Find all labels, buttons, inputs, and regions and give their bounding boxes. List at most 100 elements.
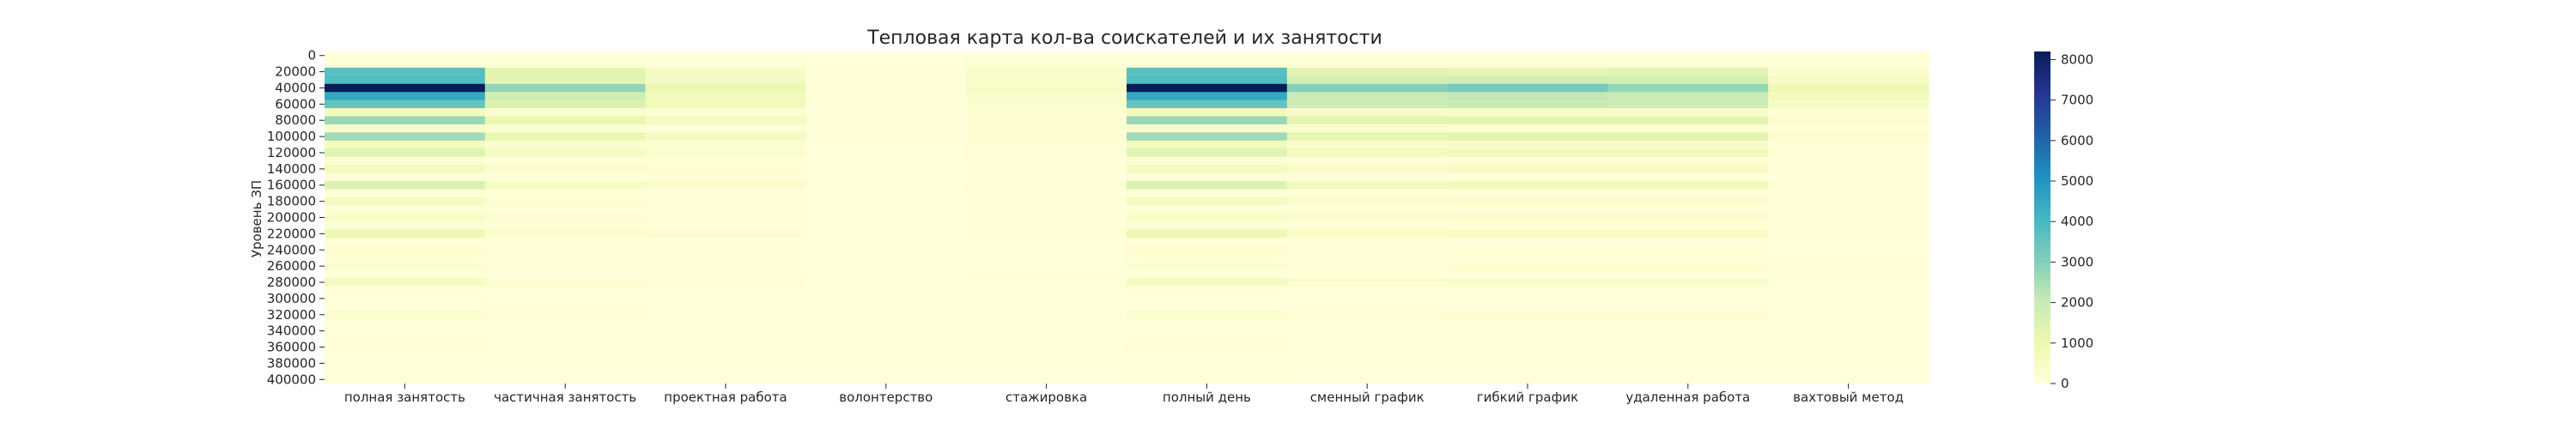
heatmap-cell: [484, 189, 647, 198]
heatmap-cell: [484, 351, 647, 360]
heatmap-cell: [325, 213, 486, 222]
heatmap-cell: [1447, 326, 1608, 335]
heatmap-cell: [645, 318, 806, 328]
heatmap-cell: [1607, 116, 1769, 125]
heatmap-cell: [484, 76, 647, 85]
y-tick-label: 60000: [275, 96, 316, 112]
heatmap-cell: [1607, 238, 1769, 247]
heatmap-cell: [484, 253, 647, 263]
heatmap-cell: [1127, 172, 1288, 182]
heatmap-cell: [1447, 205, 1608, 214]
heatmap-cell: [645, 100, 806, 109]
heatmap-cell: [966, 100, 1127, 109]
heatmap-cell: [1447, 83, 1608, 93]
colorbar-tick-label: 5000: [2061, 173, 2093, 189]
x-tick-label: сменный график: [1310, 390, 1425, 405]
heatmap-cell: [966, 124, 1127, 133]
heatmap-cell: [1607, 335, 1769, 344]
heatmap-cell: [1768, 132, 1929, 142]
heatmap-cell: [325, 181, 486, 190]
heatmap-cell: [1286, 311, 1449, 320]
heatmap-cell: [645, 367, 806, 377]
heatmap-cell: [805, 278, 967, 287]
heatmap-cell: [966, 335, 1127, 344]
heatmap-cell: [484, 116, 647, 125]
heatmap-cell: [1607, 205, 1769, 214]
heatmap-cell: [805, 238, 967, 247]
heatmap-cell: [1127, 326, 1288, 335]
y-tick-label: 80000: [275, 112, 316, 128]
heatmap-cell: [1607, 318, 1769, 328]
heatmap-cell: [1447, 238, 1608, 247]
heatmap-cell: [325, 375, 486, 384]
heatmap-cell: [1127, 245, 1288, 255]
heatmap-cell: [645, 67, 806, 76]
heatmap-cell: [484, 59, 647, 69]
heatmap-cell: [1127, 59, 1288, 69]
heatmap-cell: [1286, 76, 1449, 85]
heatmap-cell: [645, 83, 806, 93]
heatmap-cell: [484, 132, 647, 142]
heatmap-cell: [645, 335, 806, 344]
heatmap-cell: [325, 318, 486, 328]
heatmap-cell: [1768, 51, 1929, 61]
heatmap-cell: [325, 294, 486, 304]
heatmap-cell: [805, 67, 967, 76]
heatmap-cell: [805, 229, 967, 239]
heatmap-cell: [325, 302, 486, 311]
colorbar-ticks: 0 1000 2000 3000 4000 5000 6000 7000 8000: [2050, 51, 2093, 391]
heatmap-cell: [1768, 67, 1929, 76]
heatmap-cell: [325, 108, 486, 118]
heatmap-cell: [645, 311, 806, 320]
heatmap-cell: [1607, 278, 1769, 287]
heatmap-cell: [1286, 269, 1449, 279]
heatmap-cell: [1447, 286, 1608, 295]
heatmap-cell: [645, 375, 806, 384]
heatmap-cell: [1607, 286, 1769, 295]
y-tick-label: 20000: [275, 64, 316, 80]
heatmap-cell: [1286, 318, 1449, 328]
heatmap-cell: [325, 189, 486, 198]
heatmap-cell: [484, 375, 647, 384]
heatmap-cell: [805, 351, 967, 360]
heatmap-cell: [1286, 221, 1449, 231]
heatmap-cell: [1127, 76, 1288, 85]
heatmap-cell: [645, 213, 806, 222]
x-tick-label: удаленная работа: [1625, 390, 1750, 405]
heatmap-cell: [1127, 92, 1288, 101]
heatmap-cell: [966, 92, 1127, 101]
heatmap-cell: [325, 359, 486, 368]
heatmap-cell: [1768, 92, 1929, 101]
heatmap-cell: [1607, 311, 1769, 320]
heatmap-cell: [645, 165, 806, 174]
heatmap-cell: [1127, 302, 1288, 311]
heatmap-cell: [1607, 132, 1769, 142]
heatmap-cells: [325, 51, 1929, 384]
heatmap-cell: [645, 269, 806, 279]
colorbar-tick-label: 6000: [2061, 133, 2093, 148]
y-tick-label: 220000: [267, 226, 316, 241]
heatmap-cell: [484, 245, 647, 255]
heatmap-cell: [1447, 165, 1608, 174]
heatmap-cell: [805, 140, 967, 149]
heatmap-cell: [484, 196, 647, 206]
heatmap-cell: [1607, 262, 1769, 271]
heatmap-cell: [1127, 367, 1288, 377]
heatmap-cell: [1447, 253, 1608, 263]
heatmap-cell: [645, 342, 806, 352]
heatmap-cell: [1447, 278, 1608, 287]
heatmap-cell: [1607, 253, 1769, 263]
heatmap-cell: [966, 375, 1127, 384]
heatmap-cell: [484, 213, 647, 222]
heatmap-cell: [1768, 189, 1929, 198]
heatmap-cell: [1286, 108, 1449, 118]
y-tick-label: 280000: [267, 275, 316, 290]
colorbar-tick-label: 2000: [2061, 295, 2093, 311]
heatmap-cell: [645, 229, 806, 239]
heatmap-cell: [484, 318, 647, 328]
heatmap-cell: [966, 83, 1127, 93]
heatmap-cell: [325, 83, 486, 93]
heatmap-cell: [484, 238, 647, 247]
heatmap-cell: [1447, 294, 1608, 304]
heatmap-cell: [966, 181, 1127, 190]
